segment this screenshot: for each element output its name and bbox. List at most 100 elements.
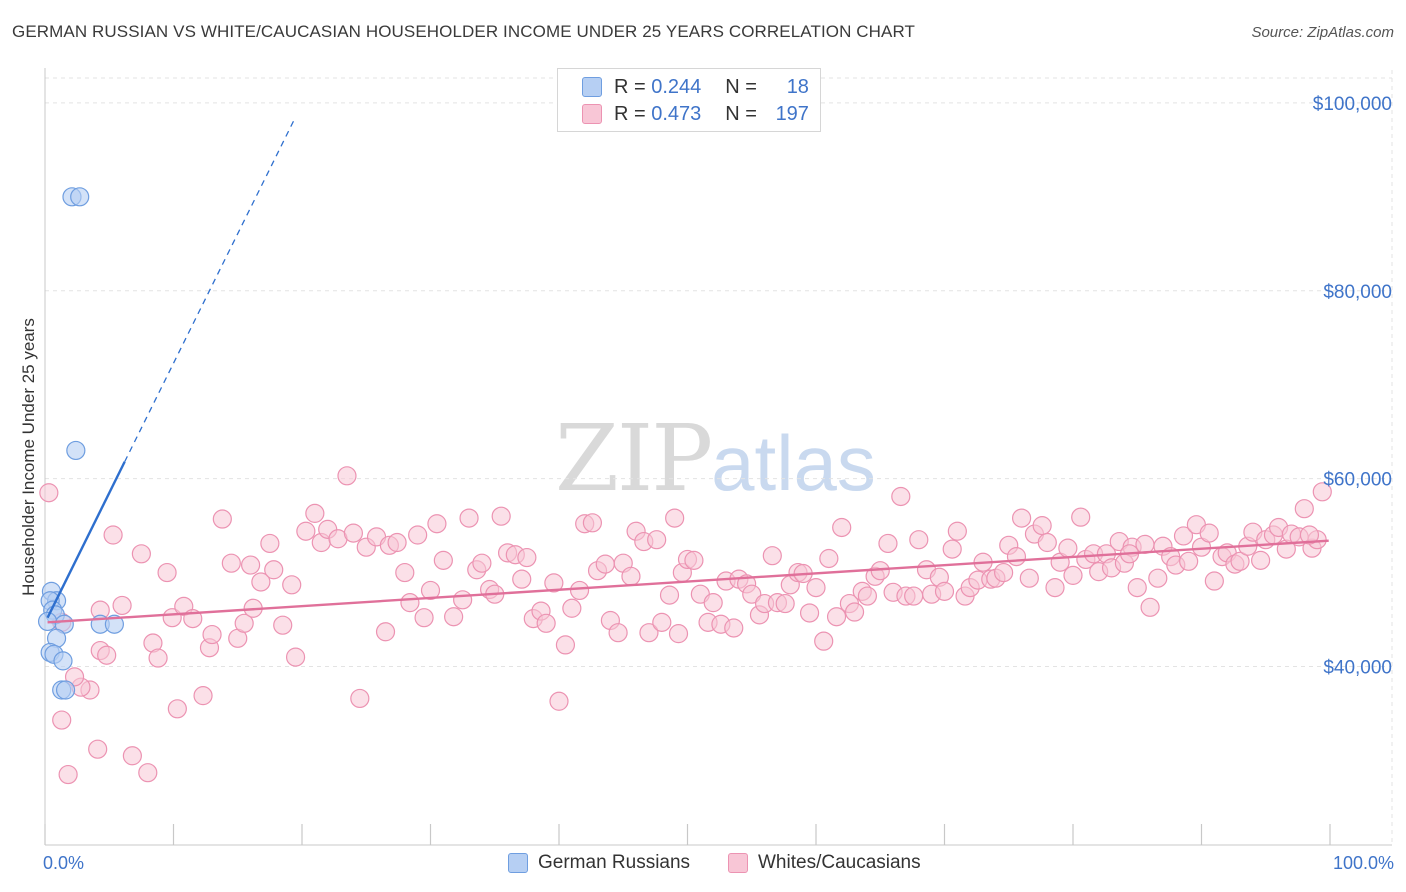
data-point-white <box>444 607 464 627</box>
data-point-white <box>517 547 537 568</box>
y-tick-label: $60,000 <box>1323 470 1392 491</box>
chart-title: GERMAN RUSSIAN VS WHITE/CAUCASIAN HOUSEH… <box>12 22 916 41</box>
data-point-white <box>904 586 924 606</box>
data-point-german-russian <box>53 651 73 671</box>
y-tick-label: $40,000 <box>1323 658 1392 679</box>
data-point-white <box>273 615 293 635</box>
data-point-white <box>212 509 232 529</box>
trend-line-whites <box>47 539 1329 624</box>
data-point-white <box>1011 508 1032 528</box>
data-point-white <box>844 602 865 622</box>
data-point-white <box>1019 568 1039 588</box>
data-point-white <box>1032 516 1052 536</box>
data-point-white <box>909 530 929 550</box>
data-point-white <box>1251 550 1271 570</box>
data-point-white <box>1140 597 1160 617</box>
data-point-white <box>1299 525 1320 545</box>
data-point-white <box>1173 526 1194 546</box>
bottom-legend-whites-caucasians: Whites/Caucasians <box>728 852 921 874</box>
data-point-white <box>221 553 241 573</box>
data-point-white <box>427 514 447 534</box>
legend-n-label: N = <box>725 75 757 98</box>
data-point-white <box>241 555 261 575</box>
data-point-white <box>97 645 117 665</box>
data-point-white <box>536 613 556 633</box>
legend-n-value: 18 <box>786 75 809 98</box>
legend-n-label: N = <box>725 102 757 125</box>
data-point-white <box>472 553 492 573</box>
data-point-white <box>668 624 689 644</box>
legend-row-german-russians: R = 0.244 N = 18 <box>582 75 809 99</box>
data-point-white <box>639 623 659 643</box>
data-point-white <box>282 575 302 595</box>
data-point-white <box>202 624 222 645</box>
data-point-white <box>1063 565 1083 585</box>
data-point-white <box>806 578 826 598</box>
x-tick-label-max: 100.0% <box>1333 853 1394 873</box>
data-point-white <box>260 533 280 554</box>
data-point-white <box>942 539 962 559</box>
trend-line-german-russians <box>46 461 126 619</box>
data-point-white <box>1006 547 1027 567</box>
data-point-white <box>52 710 72 730</box>
data-point-white <box>408 525 428 545</box>
data-point-white <box>1294 499 1314 519</box>
data-point-white <box>1058 538 1078 558</box>
data-point-white <box>453 590 473 610</box>
axes <box>44 68 1392 846</box>
legend-swatch-pink <box>582 104 602 124</box>
data-point-white <box>684 550 704 570</box>
data-point-white <box>665 508 685 528</box>
watermark-atlas: atlas <box>711 419 876 507</box>
data-point-white <box>138 763 158 783</box>
x-tick-label-min: 0.0% <box>43 853 84 873</box>
watermark: ZIPatlas <box>555 405 876 512</box>
data-point-white <box>1037 532 1057 553</box>
data-point-white <box>122 746 142 766</box>
data-point-white <box>826 607 847 627</box>
y-axis-title: Householder Income Under 25 years <box>19 318 38 596</box>
data-point-white <box>1312 482 1332 502</box>
bottom-legend-label: German Russians <box>538 852 691 873</box>
legend-r-label: R = <box>614 102 646 125</box>
data-point-white <box>1148 568 1168 588</box>
data-point-white <box>1127 578 1147 598</box>
data-point-white <box>343 523 363 543</box>
watermark-zip: ZIP <box>555 405 713 512</box>
series-whites-caucasians <box>39 466 1332 785</box>
data-point-white <box>857 586 878 606</box>
source-label: Source: ZipAtlas.com <box>1251 24 1394 41</box>
data-point-white <box>724 618 744 638</box>
data-point-white <box>562 598 582 618</box>
data-point-german-russian <box>70 187 90 207</box>
axis-labels: $40,000 $60,000 $80,000 $100,000 0.0% 100.0% H… <box>19 94 1394 873</box>
data-point-white <box>555 635 576 655</box>
y-tick-label: $80,000 <box>1323 282 1392 303</box>
grid-lines <box>45 70 1393 845</box>
bottom-legend-german-russians: German Russians <box>508 852 690 874</box>
data-point-white <box>652 612 672 632</box>
data-point-white <box>544 573 564 593</box>
data-point-white <box>167 699 187 719</box>
data-point-white <box>414 608 434 628</box>
data-point-white <box>459 508 479 528</box>
bottom-legend-swatch-blue <box>508 853 528 873</box>
data-point-white <box>569 580 590 601</box>
data-point-white <box>647 530 667 550</box>
data-point-white <box>934 581 955 601</box>
data-point-white <box>595 554 615 574</box>
data-point-white <box>891 486 911 507</box>
data-point-white <box>799 603 820 623</box>
series-german-russians <box>37 187 124 700</box>
legend-r-value: 0.473 <box>651 102 702 125</box>
trend-line-german-russians-extension <box>124 116 297 463</box>
data-point-white <box>400 593 420 613</box>
data-point-german-russian <box>66 440 86 461</box>
data-point-white <box>433 550 453 570</box>
legend-r-label: R = <box>614 75 646 98</box>
data-point-white <box>549 691 569 711</box>
data-point-white <box>395 562 415 583</box>
data-point-white <box>193 686 213 706</box>
data-point-white <box>1230 551 1250 571</box>
data-point-white <box>1199 523 1219 543</box>
